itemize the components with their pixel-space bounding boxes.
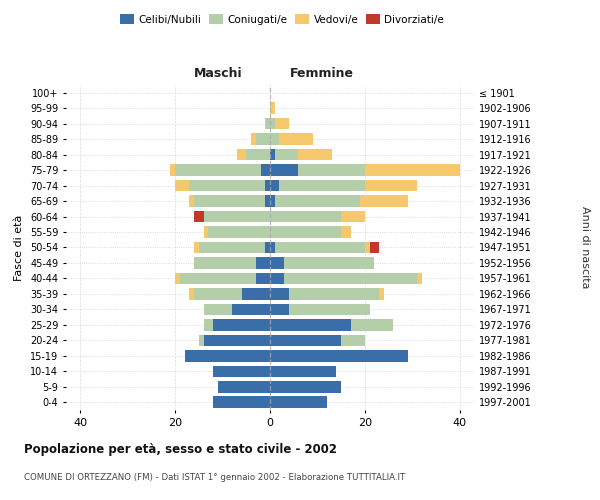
Bar [270,319,350,330]
Bar [270,149,275,160]
Bar [275,118,289,130]
Bar [298,149,332,160]
Bar [260,164,270,176]
Bar [213,319,270,330]
Bar [265,118,270,130]
Bar [275,196,360,207]
Bar [203,226,208,238]
Bar [270,350,407,362]
Bar [284,272,417,284]
Bar [365,164,460,176]
Bar [284,257,374,269]
Bar [341,226,350,238]
Bar [270,102,275,114]
Bar [175,272,180,284]
Bar [203,334,270,346]
Bar [203,319,213,330]
Text: COMUNE DI ORTEZZANO (FM) - Dati ISTAT 1° gennaio 2002 - Elaborazione TUTTITALIA.: COMUNE DI ORTEZZANO (FM) - Dati ISTAT 1°… [24,472,405,482]
Bar [280,134,313,145]
Bar [190,288,194,300]
Text: Femmine: Femmine [290,68,354,80]
Bar [194,257,256,269]
Bar [256,272,270,284]
Bar [194,242,199,254]
Text: Maschi: Maschi [194,68,242,80]
Bar [289,304,370,315]
Bar [275,149,298,160]
Bar [270,334,341,346]
Bar [265,196,270,207]
Bar [289,288,379,300]
Bar [185,350,270,362]
Bar [270,288,289,300]
Bar [194,196,265,207]
Bar [280,180,365,192]
Text: Popolazione per età, sesso e stato civile - 2002: Popolazione per età, sesso e stato civil… [24,442,337,456]
Bar [175,164,260,176]
Bar [194,288,242,300]
Legend: Celibi/Nubili, Coniugati/e, Vedovi/e, Divorziati/e: Celibi/Nubili, Coniugati/e, Vedovi/e, Di… [116,10,448,29]
Bar [298,164,365,176]
Bar [270,180,280,192]
Bar [180,272,256,284]
Bar [365,242,370,254]
Bar [270,366,337,377]
Bar [190,196,194,207]
Bar [360,196,407,207]
Bar [341,210,365,222]
Bar [232,304,270,315]
Bar [270,272,284,284]
Bar [213,366,270,377]
Bar [341,334,365,346]
Bar [270,118,275,130]
Bar [265,242,270,254]
Bar [270,242,275,254]
Bar [365,180,417,192]
Bar [213,396,270,408]
Bar [265,180,270,192]
Bar [275,242,365,254]
Bar [270,134,280,145]
Bar [203,210,270,222]
Bar [246,149,270,160]
Y-axis label: Fasce di età: Fasce di età [14,214,25,280]
Bar [350,319,394,330]
Bar [256,134,270,145]
Bar [190,180,265,192]
Bar [218,381,270,392]
Bar [270,396,327,408]
Bar [379,288,384,300]
Bar [242,288,270,300]
Bar [270,164,298,176]
Bar [175,180,190,192]
Bar [270,304,289,315]
Bar [203,304,232,315]
Bar [270,196,275,207]
Bar [417,272,422,284]
Bar [199,242,265,254]
Bar [270,257,284,269]
Bar [208,226,270,238]
Bar [256,257,270,269]
Bar [170,164,175,176]
Y-axis label: Anni di nascita: Anni di nascita [580,206,590,288]
Bar [194,210,203,222]
Bar [370,242,379,254]
Bar [270,210,341,222]
Bar [237,149,246,160]
Bar [270,226,341,238]
Bar [270,381,341,392]
Bar [199,334,203,346]
Bar [251,134,256,145]
